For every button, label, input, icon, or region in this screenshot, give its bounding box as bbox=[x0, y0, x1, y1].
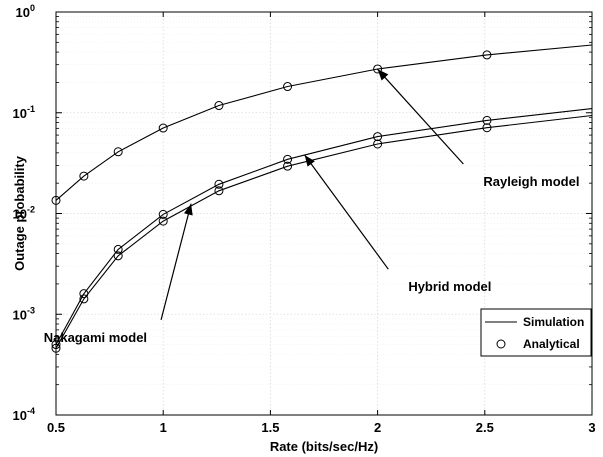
legend: Simulation Analytical bbox=[480, 308, 592, 357]
annotation-arrow-line bbox=[160, 203, 192, 320]
analytical-marker bbox=[373, 132, 383, 142]
y-tick-label: 10-1 bbox=[13, 104, 35, 121]
analytical-marker bbox=[214, 179, 224, 189]
y-axis-title: Outage probability bbox=[12, 155, 27, 271]
x-tick-label: 1.5 bbox=[261, 420, 279, 435]
markers bbox=[51, 50, 492, 353]
y-tick-label: 10-2 bbox=[13, 205, 35, 222]
annotation-arrow-line bbox=[304, 154, 389, 270]
simulation-curve-2 bbox=[55, 108, 593, 345]
analytical-marker bbox=[113, 147, 123, 157]
analytical-marker bbox=[214, 101, 224, 111]
curves bbox=[55, 44, 593, 349]
x-tick-label: 3 bbox=[588, 420, 595, 435]
y-tick-label: 10-4 bbox=[13, 406, 35, 423]
simulation-curve-3 bbox=[55, 114, 593, 349]
x-tick-label: 2 bbox=[374, 420, 381, 435]
analytical-marker bbox=[373, 64, 383, 74]
analytical-marker bbox=[158, 209, 168, 219]
analytical-marker bbox=[79, 289, 89, 299]
analytical-marker bbox=[482, 115, 492, 125]
legend-circle-symbol bbox=[496, 339, 506, 349]
legend-entry-label: Simulation bbox=[523, 315, 584, 329]
analytical-marker bbox=[113, 244, 123, 254]
annotation-arrowhead bbox=[183, 203, 193, 216]
x-axis-title: Rate (bits/sec/Hz) bbox=[270, 439, 378, 454]
legend-entry-label: Analytical bbox=[523, 337, 580, 351]
analytical-marker bbox=[158, 216, 168, 226]
x-tick-label: 2.5 bbox=[476, 420, 494, 435]
analytical-marker bbox=[79, 171, 89, 181]
annotation-label: Rayleigh model bbox=[483, 174, 579, 189]
x-tick-label: 0.5 bbox=[47, 420, 65, 435]
analytical-marker bbox=[283, 154, 293, 164]
annotation-arrowhead bbox=[304, 155, 315, 167]
y-tick-label: 10-3 bbox=[13, 305, 35, 322]
annotation-arrow-line bbox=[377, 68, 464, 165]
analytical-marker bbox=[373, 139, 383, 149]
analytical-marker bbox=[113, 251, 123, 261]
analytical-marker bbox=[158, 123, 168, 133]
x-tick-label: 1 bbox=[160, 420, 167, 435]
analytical-marker bbox=[283, 161, 293, 171]
analytical-marker bbox=[283, 82, 293, 92]
analytical-marker bbox=[214, 186, 224, 196]
y-tick-label: 100 bbox=[16, 3, 35, 20]
annotation-label: Nakagami model bbox=[44, 330, 147, 345]
simulation-curve-1 bbox=[55, 44, 593, 201]
analytical-marker bbox=[79, 294, 89, 304]
annotations: Rayleigh model Hybrid model Nakagami model bbox=[44, 68, 579, 345]
grid bbox=[55, 11, 593, 416]
tick-labels: 0.5 1 1.5 2 2.5 3 10-4 10-3 10-2 10-1 100 bbox=[13, 3, 596, 435]
analytical-marker bbox=[482, 123, 492, 133]
analytical-marker bbox=[482, 50, 492, 60]
annotation-label: Hybrid model bbox=[408, 279, 491, 294]
annotation-arrowhead bbox=[377, 69, 389, 81]
